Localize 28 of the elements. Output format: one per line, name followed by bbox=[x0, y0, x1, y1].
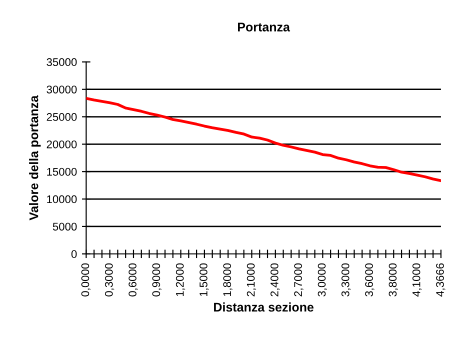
y-tick-label: 30000 bbox=[46, 86, 77, 94]
x-tick-label: 4,3666 bbox=[436, 263, 446, 297]
x-tick-label: 2,1000 bbox=[246, 263, 256, 296]
x-tick-label: 0,6000 bbox=[128, 263, 138, 296]
x-tick-label: 1,2000 bbox=[176, 263, 186, 296]
x-tick-label: 2,7000 bbox=[294, 263, 304, 296]
x-tick-label: 2,4000 bbox=[270, 263, 280, 296]
y-tick-label: 0 bbox=[71, 250, 77, 258]
x-tick-label: 3,8000 bbox=[388, 263, 398, 296]
x-tick-label: 1,5000 bbox=[200, 263, 209, 296]
x-tick-label: 0,0000 bbox=[81, 263, 90, 296]
x-tick-label: 4,1000 bbox=[412, 263, 422, 297]
y-tick-label: 35000 bbox=[46, 58, 77, 66]
y-tick-label: 25000 bbox=[46, 113, 77, 121]
chart-title: Portanza bbox=[238, 22, 290, 32]
x-tick-label: 3,3000 bbox=[341, 263, 351, 296]
y-tick-label: 20000 bbox=[46, 140, 77, 148]
x-tick-label: 3,0000 bbox=[318, 263, 327, 296]
x-tick-label: 0,9000 bbox=[152, 263, 162, 296]
y-tick-label: 10000 bbox=[47, 195, 77, 204]
line-series bbox=[86, 97, 441, 182]
y-tick-label: 5000 bbox=[52, 222, 77, 231]
x-axis-title: Distanza sezione bbox=[214, 302, 314, 312]
x-tick-label: 0,3000 bbox=[104, 263, 114, 296]
x-tick-label: 1,8000 bbox=[223, 263, 232, 296]
y-tick-label: 15000 bbox=[47, 168, 77, 176]
x-tick-label: 3,6000 bbox=[365, 263, 374, 296]
y-axis-title: Valore della portanza bbox=[29, 95, 41, 220]
